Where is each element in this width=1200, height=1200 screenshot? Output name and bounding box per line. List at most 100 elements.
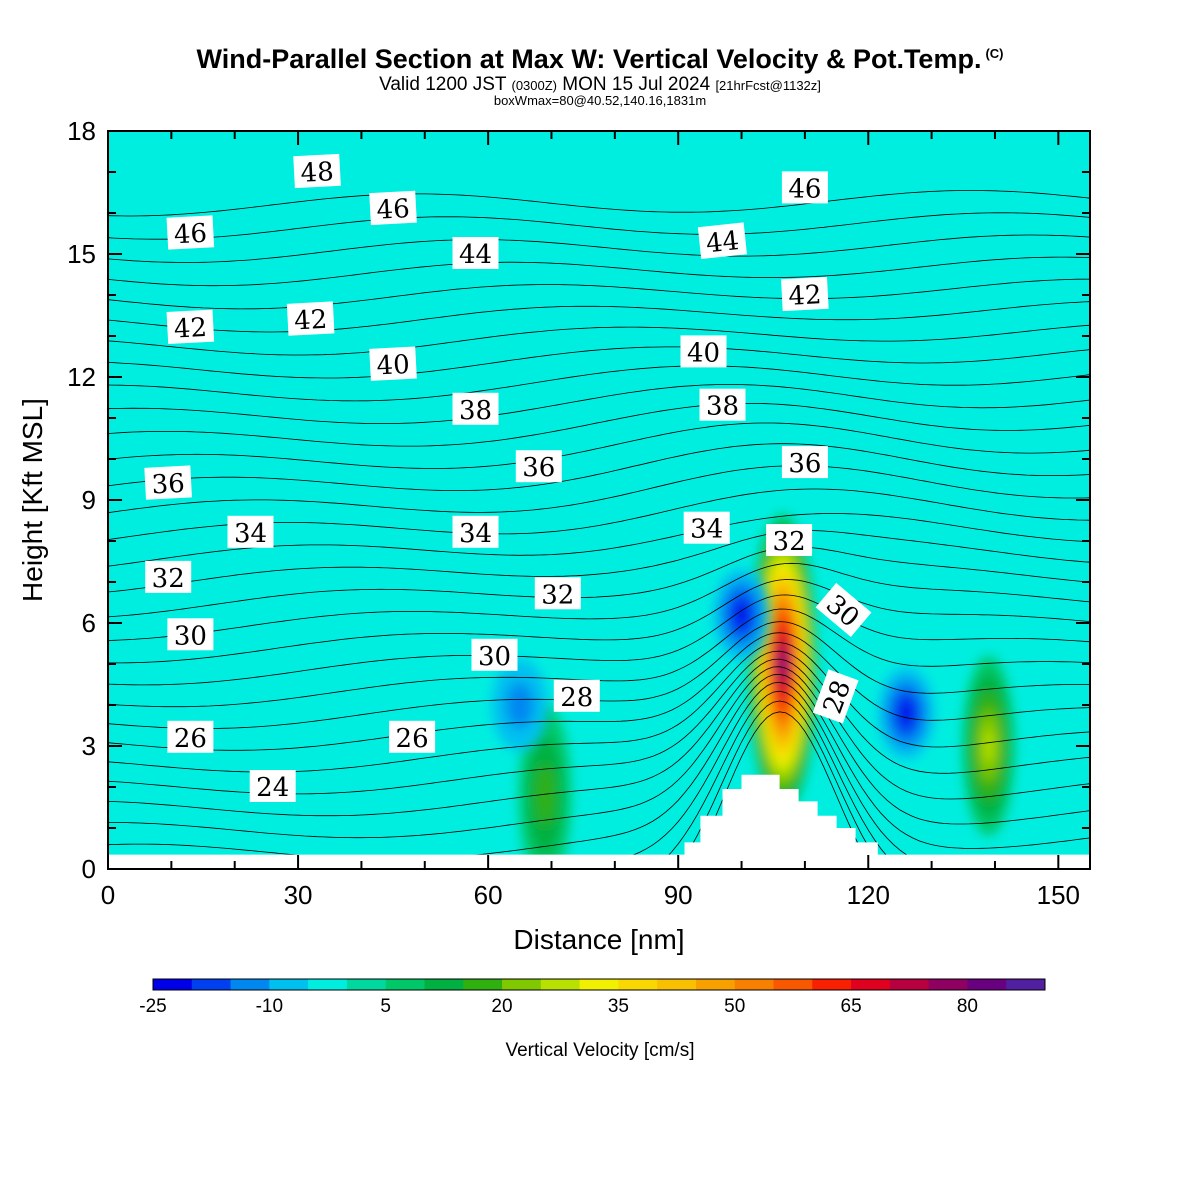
colorbar-swatch <box>773 979 813 990</box>
theta-contour <box>108 384 1090 424</box>
svg-text:34: 34 <box>690 515 723 545</box>
chart-title: Wind-Parallel Section at Max W: Vertical… <box>0 44 1200 75</box>
theta-contour <box>108 324 1090 356</box>
colorbar-swatch <box>463 979 503 990</box>
colorbar <box>152 978 1046 991</box>
colorbar-swatch <box>851 979 891 990</box>
svg-text:48: 48 <box>300 157 335 189</box>
svg-text:38: 38 <box>706 392 739 422</box>
contour-label: 48 <box>293 153 341 189</box>
y-tick-labels: 0 3 6 9 12 15 18 <box>67 116 96 884</box>
contour-label: 42 <box>286 301 335 337</box>
y-tick-label: 12 <box>67 362 96 392</box>
svg-text:42: 42 <box>173 313 208 345</box>
theta-contour <box>108 365 1090 402</box>
theta-contour <box>108 422 1090 469</box>
contour-label: 26 <box>167 720 214 754</box>
contour-label: 32 <box>145 560 192 594</box>
colorbar-swatch <box>812 979 852 990</box>
svg-text:32: 32 <box>541 580 574 610</box>
valid-prefix: Valid 1200 JST <box>379 74 507 95</box>
svg-text:36: 36 <box>788 449 821 479</box>
svg-text:28: 28 <box>560 683 593 713</box>
theta-contour <box>108 673 1090 861</box>
svg-text:24: 24 <box>256 773 289 803</box>
svg-text:42: 42 <box>293 305 328 337</box>
x-tick-label: 120 <box>847 880 890 910</box>
colorbar-tick-labels: -25 -10 5 20 35 50 65 80 <box>139 996 978 1017</box>
colorbar-swatch <box>230 979 270 990</box>
colorbar-tick-label: 35 <box>608 996 629 1017</box>
contour-label: 32 <box>766 524 813 557</box>
axis-ticks <box>107 130 1090 870</box>
svg-text:36: 36 <box>151 469 186 501</box>
contour-label: 36 <box>515 450 562 483</box>
colorbar-swatch <box>1006 979 1046 990</box>
contour-label: 40 <box>369 346 417 382</box>
colorbar-swatch <box>346 979 387 990</box>
svg-text:40: 40 <box>687 338 720 368</box>
theta-contour <box>108 632 1090 751</box>
theta-contour <box>108 546 1090 618</box>
y-tick-label: 15 <box>67 239 96 269</box>
colorbar-swatch <box>308 979 348 990</box>
valid-time-line: Valid 1200 JST (0300Z) MON 15 Jul 2024 [… <box>0 74 1200 96</box>
colorbar-swatch <box>540 979 581 990</box>
svg-text:34: 34 <box>234 519 267 549</box>
contour-label: 28 <box>553 679 600 713</box>
contour-label: 42 <box>166 309 215 345</box>
svg-text:32: 32 <box>152 564 185 594</box>
contour-labels: 48 46 46 46 44 44 42 42 42 40 40 38 38 36 36 36 34 34 34 32… <box>144 153 872 803</box>
theta-contour <box>108 278 1090 310</box>
y-tick-label: 0 <box>82 854 96 884</box>
theta-contour <box>108 190 1090 217</box>
svg-text:34: 34 <box>459 519 492 549</box>
copyright-mark: (C) <box>985 46 1004 61</box>
colorbar-swatch <box>928 979 968 990</box>
w-feature-5 <box>491 659 548 751</box>
valid-utc: (0300Z) <box>511 78 558 93</box>
contour-label: 42 <box>781 276 829 312</box>
terrain-profile <box>108 774 1090 869</box>
contour-label: 46 <box>166 215 215 250</box>
colorbar-tick-label: 20 <box>491 996 512 1017</box>
colorbar-swatch <box>657 979 697 990</box>
colorbar-tick-label: 50 <box>724 996 745 1017</box>
contour-label: 44 <box>697 222 747 259</box>
colorbar-swatch <box>579 979 619 990</box>
theta-contour <box>108 658 1090 817</box>
svg-text:32: 32 <box>773 527 806 557</box>
contour-label: 36 <box>781 446 828 479</box>
theta-contour <box>108 562 1090 641</box>
theta-contour <box>108 530 1090 593</box>
svg-text:44: 44 <box>459 240 492 270</box>
plot-area <box>108 131 1090 869</box>
x-tick-labels: 0 30 60 90 120 150 <box>101 880 1080 910</box>
colorbar-swatch <box>153 979 193 990</box>
contour-label: 34 <box>227 515 274 549</box>
theta-contour <box>108 301 1090 333</box>
svg-text:30: 30 <box>478 642 511 672</box>
theta-contour <box>108 465 1090 514</box>
theta-contour <box>108 212 1090 240</box>
colorbar-swatch <box>889 979 930 990</box>
x-tick-label: 30 <box>284 880 313 910</box>
svg-text:30: 30 <box>174 621 207 651</box>
contour-label: 38 <box>699 388 746 422</box>
contour-label: 46 <box>781 171 828 204</box>
contour-label: 38 <box>452 392 499 426</box>
contour-label: 26 <box>389 720 436 754</box>
colorbar-swatch <box>191 979 232 990</box>
theta-contour <box>108 234 1090 263</box>
svg-text:36: 36 <box>522 453 555 483</box>
x-axis-title: Distance [nm] <box>513 924 684 955</box>
svg-text:26: 26 <box>396 724 429 754</box>
y-tick-label: 18 <box>67 116 96 146</box>
colorbar-tick-label: 5 <box>380 996 391 1017</box>
w-feature-4 <box>878 667 935 760</box>
x-tick-label: 90 <box>664 880 693 910</box>
colorbar-swatch <box>695 979 736 990</box>
theta-contour <box>108 579 1090 664</box>
colorbar-swatch <box>424 979 464 990</box>
